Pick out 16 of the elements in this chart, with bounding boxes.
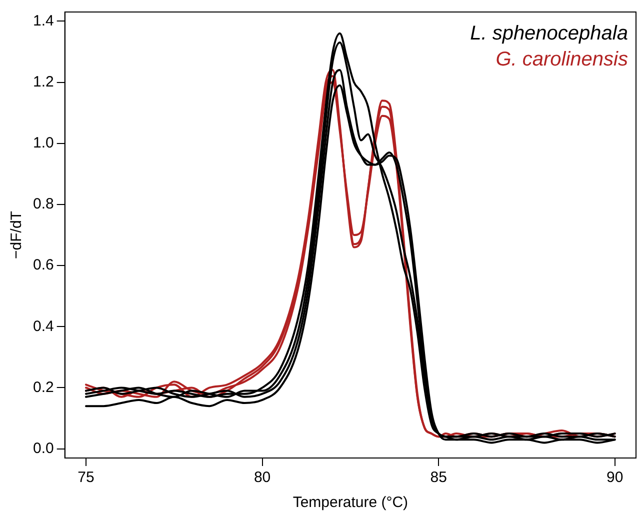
x-axis-title: Temperature (°C) (292, 494, 408, 512)
x-tick-label: 90 (606, 469, 624, 486)
y-tick-label: 0.0 (32, 440, 54, 457)
y-tick-label: 1.2 (32, 73, 54, 90)
y-axis-title: −dF/dT (8, 211, 26, 259)
y-tick-label: 1.4 (32, 12, 54, 30)
x-tick-label: 85 (430, 469, 447, 486)
y-tick-label: 0.4 (32, 318, 54, 335)
x-tick-label: 80 (254, 469, 271, 486)
y-tick-label: 0.8 (32, 196, 54, 213)
text: L. sphenocephala (470, 22, 628, 45)
text: G. carolinensis (496, 48, 628, 71)
y-tick-label: 0.2 (32, 378, 54, 396)
y-tick-label: 0.6 (32, 256, 54, 274)
x-tick-label: 75 (78, 469, 94, 486)
y-tick-label: 1.0 (32, 134, 54, 152)
